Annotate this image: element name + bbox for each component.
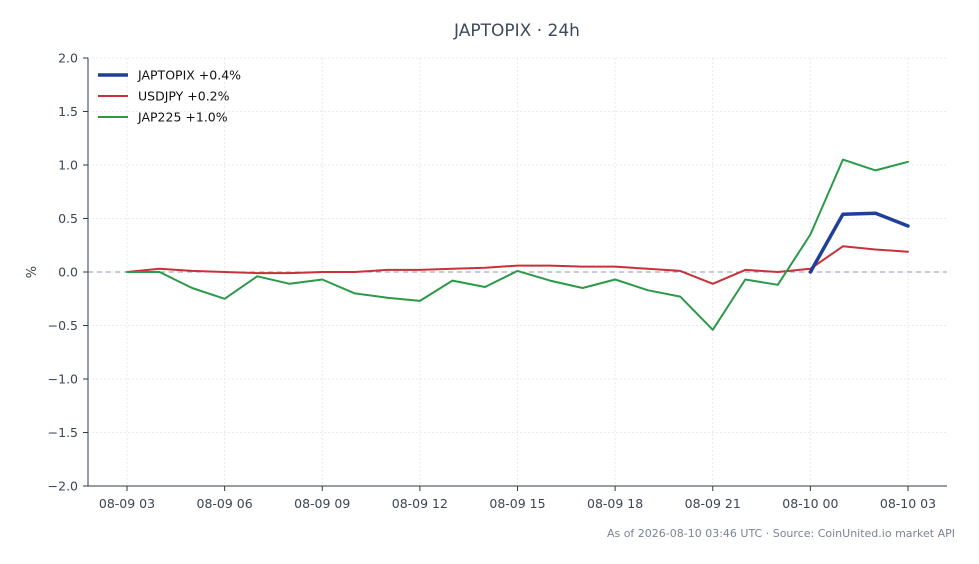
series-lines [126,158,910,331]
x-tick-label: 08-09 09 [294,496,350,511]
x-tick-label: 08-09 21 [685,496,741,511]
x-tick-label: 08-09 12 [392,496,448,511]
y-tick-label: −1.0 [48,372,78,387]
chart-title: JAPTOPIX · 24h [453,21,580,41]
legend: JAPTOPIX +0.4% USDJPY +0.2% JAP225 +1.0% [98,68,241,125]
series-line-2 [808,211,910,274]
series-line-0 [126,245,909,285]
y-tick-label: 1.0 [58,158,78,173]
y-tick-label: −2.0 [48,479,78,494]
legend-label: JAPTOPIX +0.4% [137,68,241,83]
footer-source: As of 2026-08-10 03:46 UTC · Source: Coi… [607,527,955,540]
y-tick-label: −0.5 [48,318,78,333]
x-tick-label: 08-09 18 [587,496,643,511]
x-axis-ticks: 08-09 03 08-09 06 08-09 09 08-09 12 08-09 15… [99,486,936,511]
y-tick-label: 1.5 [58,104,78,119]
x-tick-label: 08-10 00 [782,496,838,511]
series-line-1 [126,158,909,331]
y-tick-label: −1.5 [48,425,78,440]
legend-label: JAP225 +1.0% [137,110,228,125]
x-tick-label: 08-10 03 [880,496,936,511]
x-tick-label: 08-09 15 [489,496,545,511]
x-tick-label: 08-09 03 [99,496,155,511]
legend-label: USDJPY +0.2% [138,89,230,104]
y-tick-label: 2.0 [58,51,78,66]
y-tick-label: 0.0 [58,265,78,280]
x-tick-label: 08-09 06 [197,496,253,511]
y-tick-label: 0.5 [58,211,78,226]
y-axis-ticks: 2.0 1.5 1.0 0.5 0.0 −0.5 −1.0 −1.5 −2.0 [48,51,88,494]
y-axis-label: % [25,266,40,278]
